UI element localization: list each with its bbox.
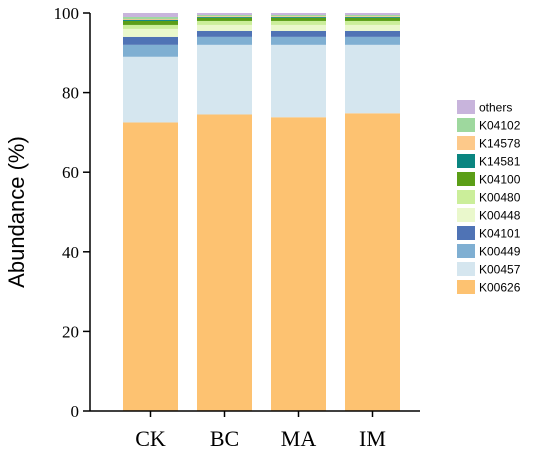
y-tick-label: 20 [62,322,79,341]
bar-segment-k04101-ck [123,36,178,45]
bar-segment-k00626-im [345,113,400,412]
bar-segment-k00480-bc [197,20,252,25]
y-tick-label: 60 [62,163,79,182]
bar-segment-k00449-ma [271,36,326,45]
x-tick-label-ma: MA [281,426,317,450]
bar-segment-k14581-ma [271,16,326,18]
legend-label-k04101: K04101 [479,227,521,241]
bar-segment-k14578-im [345,16,400,17]
bar-segment-k04100-ma [271,17,326,21]
y-tick-label: 0 [71,402,80,421]
legend-label-k14578: K14578 [479,137,521,151]
bar-segment-k14581-ck [123,19,178,21]
y-tick-label: 80 [62,84,79,103]
bars-layer [123,13,400,412]
legend-label-k14581: K14581 [479,155,521,169]
bar-segment-k00448-bc [197,24,252,31]
legend-swatch-k04102 [457,118,475,132]
bar-segment-k00457-bc [197,44,252,115]
bar-segment-others-im [345,13,400,15]
legend-label-k00626: K00626 [479,281,521,295]
legend-label-k00448: K00448 [479,209,521,223]
legend-swatch-k04101 [457,226,475,240]
bar-segment-k00449-bc [197,36,252,45]
legend-swatch-k14581 [457,154,475,168]
bar-segment-k00626-bc [197,114,252,412]
bar-segment-k00626-ma [271,117,326,411]
legend-swatch-k04100 [457,172,475,186]
legend-swatch-k00449 [457,244,475,258]
bar-segment-k04102-im [345,14,400,17]
bar-segment-k00457-ma [271,44,326,118]
legend-swatch-k00480 [457,190,475,204]
bar-segment-k04101-im [345,30,400,37]
bar-segment-k00448-ma [271,24,326,31]
axes-layer [89,13,420,412]
x-tick-label-im: IM [359,426,386,450]
bar-segment-k04102-ma [271,14,326,17]
bar-segment-k00449-im [345,36,400,45]
legend-swatch-others [457,100,475,114]
y-axis-label: Abundance (%) [4,136,29,288]
legend-label-k00449: K00449 [479,245,521,259]
bar-segment-k04102-ck [123,16,178,19]
bar-segment-k00480-ck [123,24,178,29]
y-ticks: 0 20 40 60 80 100 [54,4,90,421]
bar-segment-k04100-ck [123,20,178,25]
x-tick-labels: CK BC MA IM [135,411,386,450]
bar-segment-k00449-ck [123,44,178,57]
bar-segment-k00480-ma [271,20,326,25]
bar-segment-k04102-bc [197,14,252,17]
bar-segment-k00457-im [345,44,400,114]
legend-swatch-k14578 [457,136,475,150]
bar-segment-k00626-ck [123,122,178,411]
bar-segment-k04101-ma [271,30,326,37]
bar-segment-k00448-im [345,24,400,31]
legend-label-k00480: K00480 [479,191,521,205]
legend-label-k04100: K04100 [479,173,521,187]
bar-segment-others-ma [271,13,326,15]
bar-segment-k00448-ck [123,28,178,37]
bar-segment-k04101-bc [197,30,252,37]
bar-segment-k04100-im [345,17,400,21]
bar-segment-k14581-im [345,16,400,18]
y-tick-label: 40 [62,243,79,262]
x-tick-label-ck: CK [135,426,166,450]
bar-segment-k00457-ck [123,56,178,123]
bar-segment-k14578-bc [197,16,252,17]
legend: others K04102 K14578 K14581 K04100 K00480 K004… [457,100,521,295]
bar-segment-others-bc [197,13,252,15]
legend-swatch-k00457 [457,262,475,276]
bar-segment-k14578-ma [271,16,326,17]
legend-label-others: others [479,101,512,115]
legend-label-k04102: K04102 [479,119,521,133]
legend-swatch-k00448 [457,208,475,222]
bar-segment-k14578-ck [123,18,178,20]
bar-segment-others-ck [123,13,178,17]
bar-segment-k14581-bc [197,16,252,18]
x-tick-label-bc: BC [210,426,239,450]
legend-swatch-k00626 [457,280,475,294]
y-tick-label: 100 [54,4,80,23]
bar-segment-k04100-bc [197,17,252,21]
legend-label-k00457: K00457 [479,263,521,277]
bar-segment-k00480-im [345,20,400,25]
